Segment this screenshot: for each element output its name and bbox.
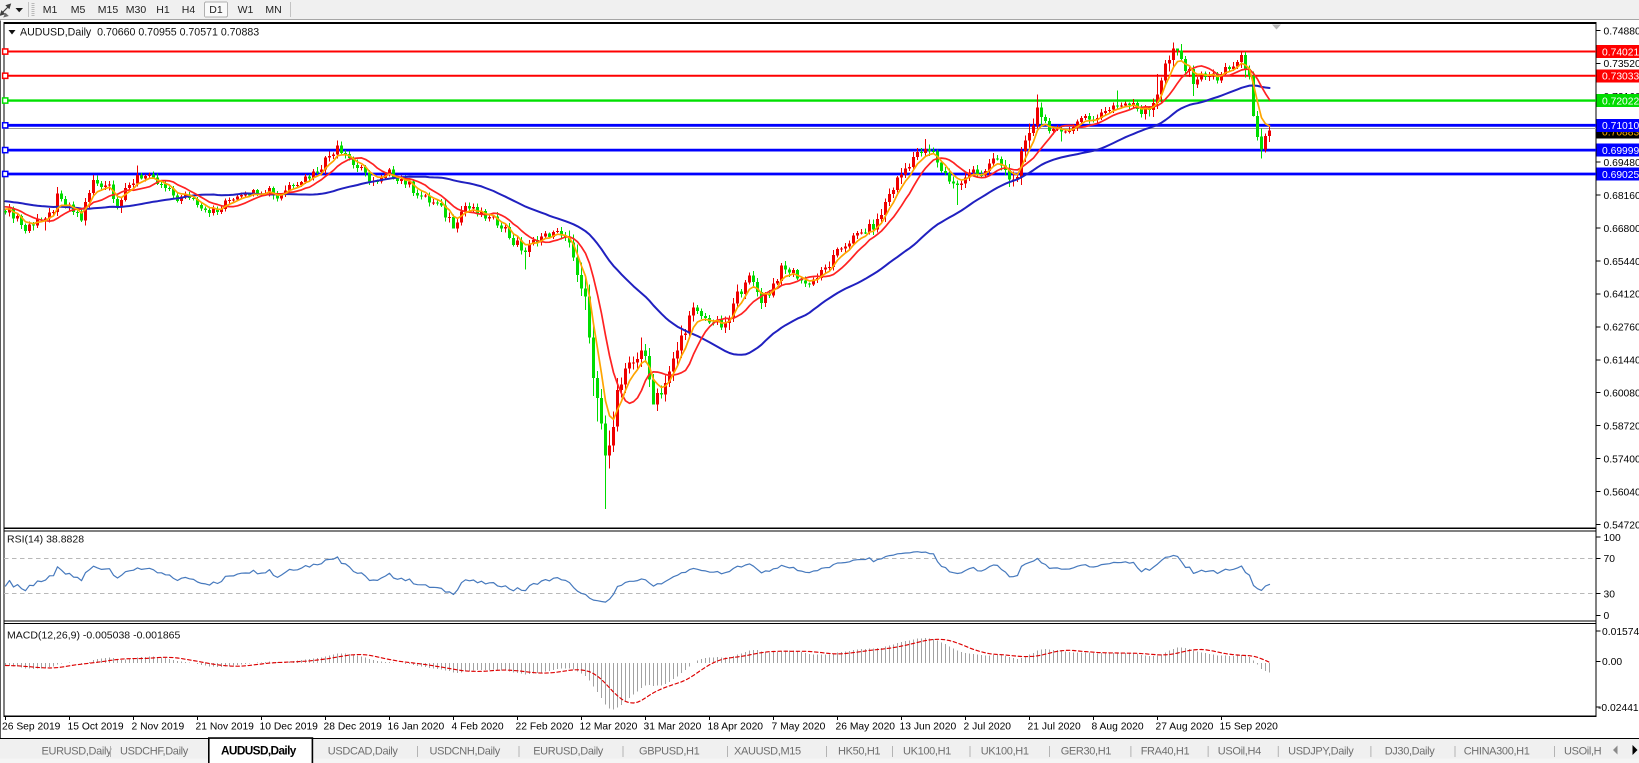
- svg-text:|: |: [416, 745, 419, 758]
- svg-text:|: |: [518, 745, 521, 758]
- svg-text:M30: M30: [126, 4, 147, 16]
- svg-text:70: 70: [1604, 554, 1616, 565]
- svg-text:30: 30: [1604, 589, 1616, 600]
- svg-text:GBPUSD,H1: GBPUSD,H1: [639, 746, 700, 758]
- svg-text:16 Jan 2020: 16 Jan 2020: [388, 722, 445, 733]
- svg-text:USDCNH,Daily: USDCNH,Daily: [430, 746, 501, 758]
- svg-text:0.62760: 0.62760: [1604, 323, 1639, 334]
- svg-text:15 Oct 2019: 15 Oct 2019: [68, 722, 124, 733]
- svg-text:0.74880: 0.74880: [1604, 26, 1639, 37]
- svg-text:M1: M1: [43, 4, 58, 16]
- svg-text:|: |: [825, 745, 828, 758]
- svg-text:0.00: 0.00: [1602, 657, 1622, 668]
- svg-text:21 Jul 2020: 21 Jul 2020: [1028, 722, 1082, 733]
- svg-text:0.70883: 0.70883: [1602, 128, 1639, 139]
- svg-text:|: |: [1048, 745, 1051, 758]
- svg-text:27 Aug 2020: 27 Aug 2020: [1156, 722, 1214, 733]
- svg-text:USDCHF,Daily: USDCHF,Daily: [120, 746, 189, 758]
- svg-text:10 Dec 2019: 10 Dec 2019: [260, 722, 319, 733]
- svg-text:|: |: [622, 745, 625, 758]
- svg-text:EURUSD,Daily: EURUSD,Daily: [42, 746, 113, 758]
- svg-text:0.015741: 0.015741: [1602, 627, 1639, 638]
- svg-text:DJ30,Daily: DJ30,Daily: [1385, 746, 1436, 758]
- svg-text:CHINA300,H1: CHINA300,H1: [1464, 746, 1530, 758]
- svg-text:0.57400: 0.57400: [1604, 454, 1639, 465]
- svg-text:-0.024412: -0.024412: [1598, 703, 1639, 714]
- svg-text:0.71010: 0.71010: [1602, 121, 1639, 132]
- svg-text:XAUUSD,M15: XAUUSD,M15: [734, 746, 801, 758]
- svg-text:0.68160: 0.68160: [1604, 191, 1639, 202]
- svg-text:100: 100: [1604, 533, 1621, 544]
- svg-text:22 Feb 2020: 22 Feb 2020: [516, 722, 574, 733]
- svg-text:0.72022: 0.72022: [1602, 96, 1639, 107]
- svg-text:0.69480: 0.69480: [1604, 158, 1639, 169]
- svg-text:4 Feb 2020: 4 Feb 2020: [452, 722, 504, 733]
- svg-text:HK50,H1: HK50,H1: [838, 746, 880, 758]
- svg-text:0.69999: 0.69999: [1602, 146, 1639, 157]
- svg-text:H1: H1: [156, 4, 170, 16]
- svg-text:26 May 2020: 26 May 2020: [836, 722, 896, 733]
- svg-text:0.65440: 0.65440: [1604, 257, 1639, 268]
- svg-text:|: |: [1369, 745, 1372, 758]
- svg-text:0.64120: 0.64120: [1604, 290, 1639, 301]
- svg-text:USOil,H: USOil,H: [1564, 746, 1602, 758]
- svg-text:7 May 2020: 7 May 2020: [772, 722, 826, 733]
- svg-text:USOil,H4: USOil,H4: [1218, 746, 1261, 758]
- svg-text:31 Mar 2020: 31 Mar 2020: [644, 722, 702, 733]
- svg-text:|: |: [891, 745, 894, 758]
- svg-text:MN: MN: [265, 4, 281, 16]
- svg-text:0.73520: 0.73520: [1604, 59, 1639, 70]
- svg-text:M15: M15: [98, 4, 119, 16]
- svg-text:H4: H4: [182, 4, 196, 16]
- svg-text:21 Nov 2019: 21 Nov 2019: [196, 722, 255, 733]
- svg-text:|: |: [726, 745, 729, 758]
- svg-text:0.58720: 0.58720: [1604, 421, 1639, 432]
- svg-text:15 Sep 2020: 15 Sep 2020: [1220, 722, 1279, 733]
- svg-text:0.60080: 0.60080: [1604, 389, 1639, 400]
- svg-text:0.56040: 0.56040: [1604, 487, 1639, 498]
- svg-text:0.61440: 0.61440: [1604, 356, 1639, 367]
- svg-text:|: |: [1129, 745, 1132, 758]
- svg-text:2 Jul 2020: 2 Jul 2020: [964, 722, 1012, 733]
- svg-text:AUDUSD,Daily: AUDUSD,Daily: [221, 744, 297, 758]
- svg-text:W1: W1: [238, 4, 254, 16]
- svg-text:0.73033: 0.73033: [1602, 72, 1639, 83]
- svg-text:|: |: [1454, 745, 1457, 758]
- svg-text:UK100,H1: UK100,H1: [903, 746, 951, 758]
- svg-text:USDCAD,Daily: USDCAD,Daily: [328, 746, 399, 758]
- svg-text:26 Sep 2019: 26 Sep 2019: [2, 722, 61, 733]
- svg-text:|: |: [1207, 745, 1210, 758]
- svg-text:GER30,H1: GER30,H1: [1061, 746, 1112, 758]
- svg-text:8 Aug 2020: 8 Aug 2020: [1092, 722, 1144, 733]
- svg-text:EURUSD,Daily: EURUSD,Daily: [533, 746, 604, 758]
- svg-text:MACD(12,26,9) -0.005038 -0.001: MACD(12,26,9) -0.005038 -0.001865: [7, 630, 181, 642]
- svg-text:0.74021: 0.74021: [1602, 47, 1639, 58]
- svg-text:UK100,H1: UK100,H1: [981, 746, 1029, 758]
- svg-text:|: |: [1277, 745, 1280, 758]
- svg-text:M5: M5: [71, 4, 86, 16]
- svg-text:|: |: [969, 745, 972, 758]
- svg-text:2 Nov 2019: 2 Nov 2019: [132, 722, 185, 733]
- svg-text:13 Jun 2020: 13 Jun 2020: [900, 722, 957, 733]
- svg-text:D1: D1: [209, 4, 223, 16]
- svg-text:0.54720: 0.54720: [1604, 520, 1639, 531]
- svg-text:AUDUSD,Daily 0.70660 0.70955: AUDUSD,Daily 0.70660 0.70955 0.70571 0.7…: [20, 27, 259, 39]
- svg-text:0: 0: [1604, 611, 1610, 622]
- svg-text:18 Apr 2020: 18 Apr 2020: [708, 722, 764, 733]
- svg-text:28 Dec 2019: 28 Dec 2019: [324, 722, 383, 733]
- svg-text:12 Mar 2020: 12 Mar 2020: [580, 722, 638, 733]
- svg-text:|: |: [1553, 745, 1556, 758]
- svg-text:|: |: [109, 745, 112, 758]
- svg-text:USDJPY,Daily: USDJPY,Daily: [1288, 746, 1354, 758]
- svg-text:0.69025: 0.69025: [1602, 170, 1639, 181]
- svg-text:0.66800: 0.66800: [1604, 224, 1639, 235]
- svg-text:FRA40,H1: FRA40,H1: [1141, 746, 1190, 758]
- svg-text:RSI(14) 38.8828: RSI(14) 38.8828: [7, 534, 84, 546]
